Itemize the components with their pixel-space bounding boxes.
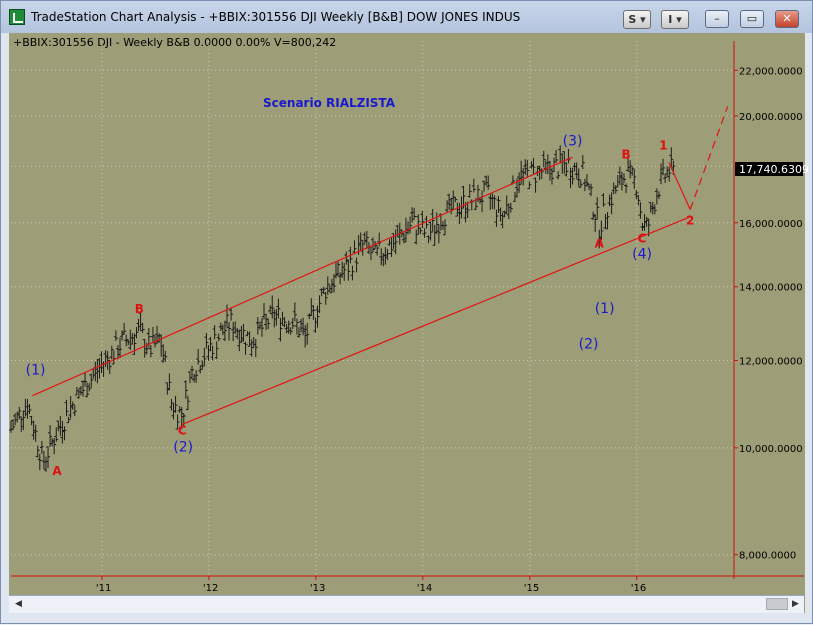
x-tick-label: '11 (96, 583, 111, 594)
scroll-right-icon[interactable]: ▶ (792, 599, 799, 609)
close-button[interactable]: ✕ (775, 10, 799, 28)
chart-area[interactable] (9, 33, 805, 613)
trendlines (32, 106, 729, 426)
x-tick-label: '16 (631, 583, 646, 594)
scroll-left-icon[interactable]: ◀ (15, 599, 22, 609)
y-tick-label: 14,000.0000 (739, 283, 803, 294)
wave-label: 1 (659, 138, 667, 152)
trendline (689, 106, 729, 210)
title-bar[interactable]: TradeStation Chart Analysis - +BBIX:3015… (1, 1, 812, 33)
wave-label: (2) (173, 440, 193, 456)
price-bars (9, 145, 676, 472)
indicator-menu-button[interactable]: I ▾ (661, 10, 689, 29)
wave-label: (2) (579, 337, 599, 353)
wave-label: B (135, 302, 144, 316)
price-axis: 22,000.000020,000.000018,000.000016,000.… (733, 41, 803, 579)
trendline (181, 216, 691, 426)
trendline (32, 156, 573, 397)
x-tick-label: '15 (524, 583, 539, 594)
trendline (668, 162, 691, 210)
tradestation-app-icon (9, 9, 25, 25)
y-tick-label: 8,000.0000 (739, 551, 796, 562)
horizontal-scrollbar[interactable]: ◀ ▶ (9, 595, 804, 613)
wave-label: C (178, 424, 187, 438)
wave-labels: (1)ABC(2)(3)B1A C(4)2(1)(2) (26, 134, 695, 478)
x-tick-label: '12 (203, 583, 218, 594)
y-tick-label: 22,000.0000 (739, 66, 803, 77)
x-tick-label: '14 (417, 583, 432, 594)
minimize-button[interactable]: – (705, 10, 729, 28)
y-tick-label: 16,000.0000 (739, 219, 803, 230)
restore-button[interactable]: ▭ (740, 10, 764, 28)
wave-label: (1) (595, 301, 615, 317)
style-menu-button[interactable]: S ▾ (623, 10, 651, 29)
wave-label: (3) (563, 134, 583, 150)
y-tick-label: 10,000.0000 (739, 444, 803, 455)
current-price-label: 17,740.6309 (739, 163, 809, 176)
time-axis: '11 '12 '13 '14 '15 '16 (11, 575, 804, 594)
current-price-box (735, 162, 803, 176)
symbol-info-line: +BBIX:301556 DJI - Weekly B&B 0.0000 0.0… (13, 36, 337, 49)
wave-label: B (621, 147, 630, 161)
y-tick-label: 12,000.0000 (739, 357, 803, 368)
wave-label: A (595, 236, 605, 250)
wave-label: (1) (26, 363, 46, 379)
y-tick-label: 20,000.0000 (739, 112, 803, 123)
window-title: TradeStation Chart Analysis - +BBIX:3015… (31, 10, 521, 24)
scroll-thumb[interactable] (766, 598, 788, 610)
wave-label: C (638, 232, 647, 246)
scenario-title: Scenario RIALZISTA (263, 96, 396, 110)
wave-label: (4) (632, 246, 652, 262)
wave-label: A (52, 464, 62, 478)
x-tick-label: '13 (310, 583, 325, 594)
wave-label: 2 (686, 213, 694, 227)
grid (11, 41, 734, 576)
